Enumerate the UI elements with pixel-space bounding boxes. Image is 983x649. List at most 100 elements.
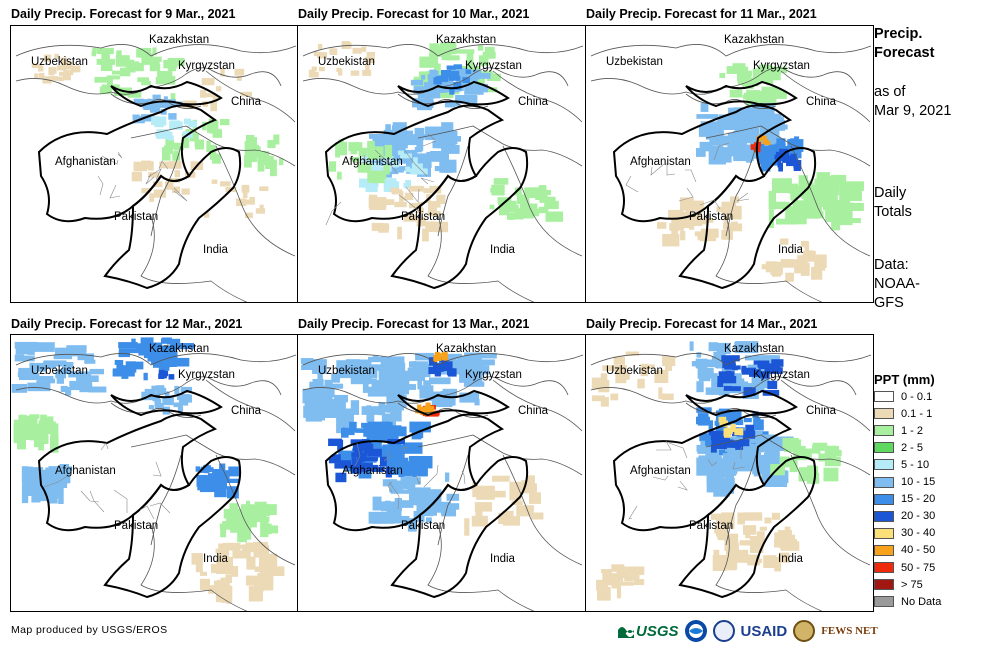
- precip-cell: [156, 387, 167, 395]
- precip-cell: [77, 353, 94, 361]
- province-border: [43, 474, 70, 488]
- precip-cell: [208, 129, 214, 134]
- precip-cell: [218, 543, 229, 562]
- precip-cell: [385, 467, 392, 478]
- precip-cell: [771, 512, 781, 520]
- province-border: [173, 187, 188, 202]
- country-border: [205, 379, 296, 432]
- country-border: [590, 67, 857, 95]
- precip-cell: [441, 122, 454, 132]
- precip-cell: [782, 438, 790, 448]
- precip-cell: [149, 64, 161, 72]
- precip-cell: [153, 181, 163, 188]
- precip-cell: [219, 470, 230, 482]
- precip-cell: [445, 55, 460, 61]
- precip-cell: [140, 114, 155, 122]
- precip-cell: [159, 161, 170, 169]
- precip-cell: [210, 102, 218, 112]
- precip-cell: [141, 57, 160, 65]
- legend-item: 5 - 10: [874, 458, 929, 471]
- precip-cell: [380, 224, 390, 231]
- precip-cell: [744, 111, 754, 121]
- precip-cell: [768, 209, 774, 228]
- precip-cell: [335, 472, 347, 483]
- precip-cell: [217, 579, 222, 592]
- precip-cell: [263, 504, 277, 515]
- precip-cell: [410, 168, 428, 175]
- precip-cell: [800, 240, 809, 248]
- precip-cell: [200, 571, 207, 576]
- precip-cell: [727, 132, 741, 145]
- precip-cell: [763, 119, 785, 131]
- precip-cell: [613, 356, 625, 365]
- map-label-kazakhstan: Kazakhstan: [149, 343, 210, 355]
- precip-cell: [49, 421, 56, 430]
- precip-cell: [760, 383, 772, 389]
- precip-cell: [216, 86, 222, 92]
- precip-cell: [116, 59, 135, 67]
- precip-cell: [183, 118, 191, 125]
- precip-cell: [13, 419, 22, 444]
- province-border: [625, 175, 639, 193]
- precip-cell: [361, 464, 379, 471]
- country-border: [780, 70, 871, 123]
- precip-cell: [745, 424, 754, 432]
- precip-cell: [162, 75, 176, 85]
- precip-cell: [365, 56, 375, 63]
- precip-cell: [43, 416, 54, 434]
- precip-cell: [758, 361, 766, 370]
- precip-cell: [507, 200, 517, 208]
- map-label-kyrgyzstan: Kyrgyzstan: [753, 369, 810, 381]
- precip-cell: [350, 144, 358, 155]
- province-border: [405, 186, 420, 203]
- precip-cell: [151, 385, 159, 392]
- precip-cell: [37, 378, 56, 384]
- precip-cell: [809, 470, 815, 482]
- precip-cell: [427, 211, 441, 217]
- province-border: [656, 440, 672, 451]
- country-border: [110, 402, 202, 418]
- legend-item: 0 - 0.1: [874, 390, 932, 403]
- precip-cell: [34, 73, 39, 79]
- map-label-india: India: [490, 553, 515, 565]
- province-border: [685, 169, 697, 183]
- precip-cell: [723, 215, 728, 230]
- province-border: [423, 464, 439, 488]
- legend-swatch: [874, 476, 894, 488]
- precip-cell: [308, 69, 316, 78]
- precip-cell: [423, 188, 434, 193]
- precip-cell: [751, 376, 770, 385]
- precip-cell: [154, 398, 162, 406]
- country-border: [15, 67, 282, 95]
- country-border: [302, 67, 569, 95]
- kyrgyzstan-tajikistan-outline: [397, 389, 510, 417]
- precip-cell: [219, 119, 230, 126]
- precip-cell: [394, 426, 407, 437]
- map-label-afghanistan: Afghanistan: [55, 465, 116, 477]
- precip-cell: [477, 44, 484, 51]
- precip-cell: [259, 560, 267, 577]
- precip-cell: [424, 406, 435, 412]
- precip-cell: [729, 89, 743, 98]
- precip-cell: [471, 515, 488, 527]
- precip-cell: [600, 373, 608, 388]
- precip-cell: [485, 46, 495, 59]
- legend-label: 2 - 5: [901, 441, 924, 454]
- country-border: [130, 125, 296, 167]
- precip-cell: [491, 490, 506, 498]
- pakistan-outline: [390, 456, 529, 599]
- precip-cell: [166, 357, 190, 367]
- precip-cell: [131, 171, 142, 182]
- precip-cell: [177, 406, 184, 412]
- precip-cell: [710, 432, 723, 441]
- precip-cell: [317, 366, 323, 383]
- precip-cell: [797, 255, 808, 265]
- province-border: [652, 475, 669, 481]
- map-label-india: India: [490, 244, 515, 256]
- precip-cell: [509, 481, 522, 501]
- precip-cell: [21, 466, 29, 484]
- noaa-logo: [684, 620, 707, 642]
- precip-cell: [711, 135, 732, 146]
- precip-cell: [404, 192, 414, 201]
- precip-cell: [255, 208, 265, 214]
